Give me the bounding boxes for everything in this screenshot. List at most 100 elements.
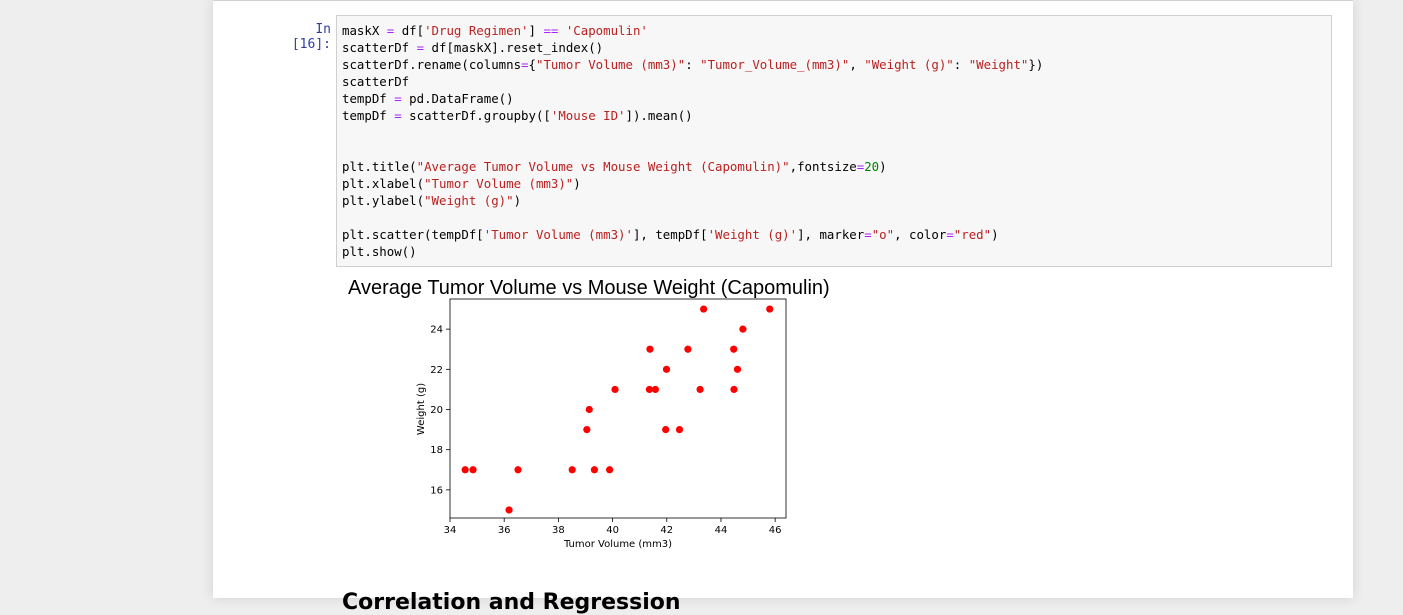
y-tick-label: 18 <box>430 445 443 456</box>
code-token: ) <box>879 159 887 174</box>
scatter-point <box>651 385 659 394</box>
scatter-point <box>585 405 593 414</box>
code-token: == <box>543 23 559 38</box>
code-token: pd.DataFrame() <box>401 91 514 106</box>
code-token: plt.title( <box>342 159 417 174</box>
code-token: = <box>521 57 529 72</box>
code-token: "Weight (g)" <box>864 57 954 72</box>
code-token: maskX <box>342 23 387 38</box>
code-line[interactable]: tempDf = pd.DataFrame() <box>342 91 514 106</box>
code-line[interactable]: plt.scatter(tempDf['Tumor Volume (mm3)']… <box>342 227 999 242</box>
code-token: ) <box>513 193 522 208</box>
x-tick-label: 42 <box>660 525 673 536</box>
code-token: , color <box>894 227 947 242</box>
code-token: , <box>849 57 865 72</box>
code-line[interactable]: plt.ylabel("Weight (g)") <box>342 193 521 208</box>
scatter-point <box>700 305 708 313</box>
code-token: df[maskX].reset_index() <box>424 40 604 55</box>
cell-output: Average Tumor Volume vs Mouse Weight (Ca… <box>336 270 1330 590</box>
code-token: = <box>416 40 425 55</box>
code-token: = <box>386 23 395 38</box>
x-tick-label: 46 <box>769 525 782 536</box>
code-token: = <box>394 108 402 123</box>
code-token: "Average Tumor Volume vs Mouse Weight (C… <box>416 159 790 174</box>
scatter-point <box>730 385 738 394</box>
input-prompt: In [16]: <box>291 22 331 52</box>
section-heading: Correlation and Regression <box>342 590 681 615</box>
code-token: ]).mean() <box>625 108 693 123</box>
scatter-point <box>469 466 477 474</box>
code-line[interactable]: maskX = df['Drug Regimen'] == 'Capomulin… <box>342 23 648 38</box>
scatter-point <box>696 385 704 394</box>
code-token: ], marker <box>797 227 865 242</box>
code-token: scatterDf.rename(columns <box>342 57 522 72</box>
code-token: scatterDf.groupby([ <box>401 108 551 123</box>
code-token: "o" <box>871 227 895 242</box>
y-tick-label: 20 <box>430 405 443 416</box>
code-line[interactable]: plt.title("Average Tumor Volume vs Mouse… <box>342 159 887 174</box>
code-line[interactable]: scatterDf.rename(columns={"Tumor Volume … <box>342 57 1043 72</box>
code-token: = <box>864 227 872 242</box>
code-token: 'Mouse ID' <box>550 108 626 123</box>
code-token: : <box>685 57 701 72</box>
code-token: tempDf <box>342 108 395 123</box>
code-token: plt.xlabel( <box>342 176 425 191</box>
code-token: plt.show() <box>342 244 417 259</box>
code-token: 20 <box>864 159 880 174</box>
code-token: df[ <box>394 23 425 38</box>
code-token: plt.ylabel( <box>342 193 425 208</box>
code-token: "Tumor Volume (mm3)" <box>424 176 574 191</box>
scatter-point <box>766 305 774 313</box>
scatter-point <box>514 466 522 474</box>
scatter-point <box>684 345 692 353</box>
x-axis-ticks: 34 36 38 40 42 44 46 <box>444 518 782 536</box>
scatter-point <box>662 365 671 373</box>
code-token: ] <box>528 23 544 38</box>
scatter-point <box>461 466 469 474</box>
code-token: "Weight (g)" <box>424 193 514 208</box>
x-tick-label: 34 <box>444 525 457 536</box>
scatter-point <box>645 385 654 394</box>
code-line[interactable]: scatterDf = df[maskX].reset_index() <box>342 40 603 55</box>
x-tick-label: 40 <box>606 525 619 536</box>
scatter-point <box>733 365 742 373</box>
code-token: = <box>946 227 954 242</box>
scatter-point <box>662 425 670 434</box>
y-tick-label: 22 <box>430 365 443 376</box>
x-tick-label: 44 <box>715 525 728 536</box>
x-axis-label: Tumor Volume (mm3) <box>563 539 672 550</box>
code-text[interactable]: maskX = df['Drug Regimen'] == 'Capomulin… <box>337 16 1331 266</box>
code-token: plt.scatter(tempDf[ <box>342 227 484 242</box>
code-line[interactable]: plt.xlabel("Tumor Volume (mm3)") <box>342 176 581 191</box>
code-token: }) <box>1028 57 1044 72</box>
scatter-point <box>730 345 738 353</box>
y-tick-label: 24 <box>430 325 443 336</box>
code-line[interactable]: plt.show() <box>342 244 417 259</box>
code-line[interactable]: scatterDf <box>342 74 409 89</box>
scatter-point <box>739 325 747 333</box>
scatter-point <box>611 385 619 394</box>
code-token: 'Drug Regimen' <box>424 23 529 38</box>
code-token: { <box>528 57 536 72</box>
code-line[interactable]: tempDf = scatterDf.groupby(['Mouse ID'])… <box>342 108 693 123</box>
scatter-point <box>606 466 614 474</box>
scatter-point <box>583 425 591 434</box>
y-axis-label: Weight (g) <box>416 383 427 435</box>
cell-separator <box>213 0 1353 1</box>
code-token: : <box>953 57 969 72</box>
scatter-point <box>590 466 599 474</box>
plot-area <box>449 298 787 519</box>
scatter-point <box>646 345 654 353</box>
scatter-plot: Average Tumor Volume vs Mouse Weight (Ca… <box>348 277 830 550</box>
notebook-container: In [16]: maskX = df['Drug Regimen'] == '… <box>213 0 1353 615</box>
scatter-point <box>568 466 576 474</box>
code-editor[interactable]: maskX = df['Drug Regimen'] == 'Capomulin… <box>336 15 1332 267</box>
code-token: scatterDf <box>342 40 417 55</box>
code-token <box>558 23 565 38</box>
code-token: ,fontsize <box>789 159 857 174</box>
code-token: tempDf <box>342 91 395 106</box>
code-token: "red" <box>953 227 992 242</box>
code-token: = <box>394 91 402 106</box>
code-token: "Tumor Volume (mm3)" <box>535 57 686 72</box>
code-token: 'Weight (g)' <box>707 227 798 242</box>
